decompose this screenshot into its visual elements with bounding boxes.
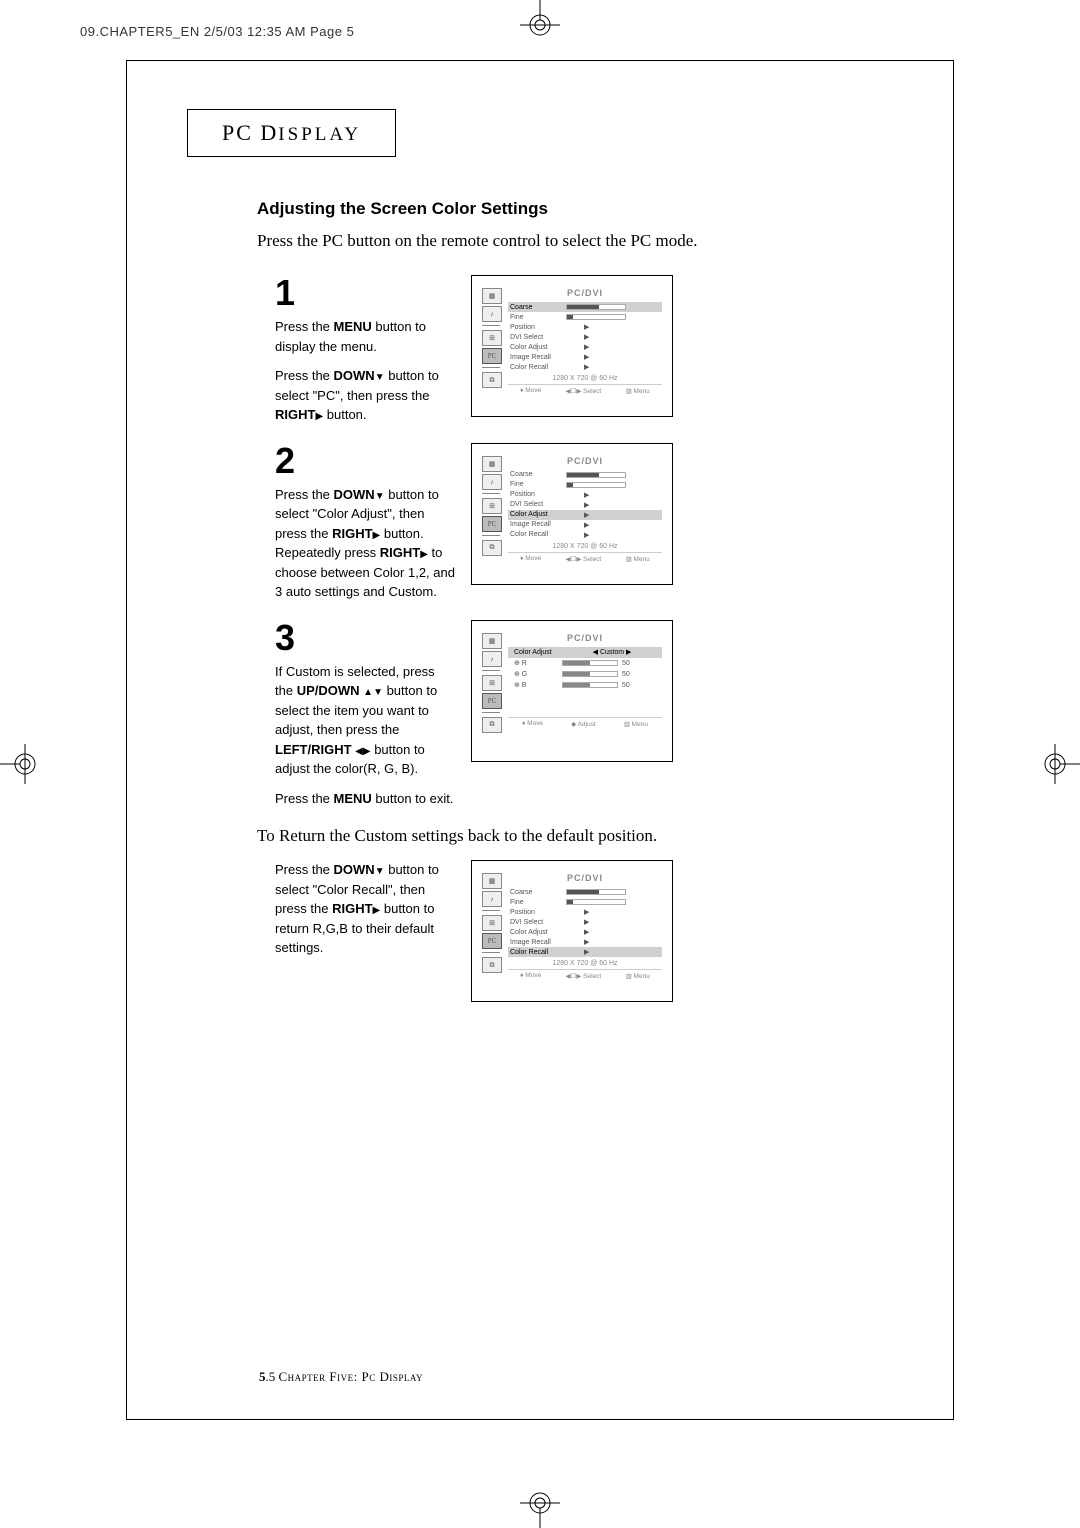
osd-tab-icon: ⊞ xyxy=(482,498,502,514)
step-body: Press the MENU button to display the men… xyxy=(275,317,455,425)
step-block: 1 Press the MENU button to display the m… xyxy=(257,275,893,425)
arrow-down-icon xyxy=(375,862,385,877)
osd-screenshot: ▦ ♪ ⊞ PC ⧉ PC/DVI CoarseFinePosition▶DVI… xyxy=(471,275,673,417)
crop-mark-icon xyxy=(0,739,50,789)
arrow-up-icon xyxy=(363,683,373,698)
osd-row: Color Adjust▶ xyxy=(508,342,662,352)
arrow-down-icon xyxy=(375,368,385,383)
section-title-rest: ISPLAY xyxy=(278,124,361,145)
osd-row: Coarse xyxy=(508,302,662,312)
step-body: If Custom is selected, press the UP/DOWN… xyxy=(275,662,455,809)
crop-mark-icon xyxy=(515,0,565,50)
arrow-right-icon xyxy=(315,407,323,422)
osd-tab-icon: ♪ xyxy=(482,651,502,667)
print-header: 09.CHAPTER5_EN 2/5/03 12:35 AM Page 5 xyxy=(80,24,354,39)
osd-row: ⊕ B50 xyxy=(508,680,662,691)
note-text: To Return the Custom settings back to th… xyxy=(257,826,893,846)
osd-row: Color Recall▶ xyxy=(508,947,662,957)
section-title-main: PC D xyxy=(222,120,278,145)
osd-row: DVI Select▶ xyxy=(508,332,662,342)
step-block: 2 Press the DOWN button to select "Color… xyxy=(257,443,893,602)
step-block: Press the DOWN button to select "Color R… xyxy=(257,860,893,1002)
osd-screenshot: ▦ ♪ ⊞ PC ⧉ PC/DVI Color Adjust◀ Custom ▶… xyxy=(471,620,673,762)
osd-row: Position▶ xyxy=(508,907,662,917)
step-number: 3 xyxy=(275,620,455,656)
osd-row: Color Adjust◀ Custom ▶ xyxy=(508,647,662,658)
step-body: Press the DOWN button to select "Color R… xyxy=(275,860,455,958)
osd-row: Color Recall▶ xyxy=(508,362,662,372)
osd-row: Position▶ xyxy=(508,490,662,500)
arrow-right-icon xyxy=(420,545,428,560)
osd-row: Image Recall▶ xyxy=(508,352,662,362)
arrow-down-icon xyxy=(373,683,383,698)
osd-row: Color Adjust▶ xyxy=(508,510,662,520)
crop-mark-icon xyxy=(1030,739,1080,789)
osd-tab-icon: ♪ xyxy=(482,474,502,490)
osd-footer: ♦ Move◆ Adjust▥ Menu xyxy=(508,717,662,728)
footer-chapter: Chapter Five: Pc Display xyxy=(279,1369,424,1384)
osd-resolution: 1280 X 720 @ 60 Hz xyxy=(508,960,662,967)
arrow-right-icon xyxy=(373,526,381,541)
osd-row: Color Recall▶ xyxy=(508,530,662,540)
osd-tab-icon: ⊞ xyxy=(482,675,502,691)
osd-row: Image Recall▶ xyxy=(508,520,662,530)
page-footer: 5.5 Chapter Five: Pc Display xyxy=(259,1369,423,1385)
section-title: PC DISPLAY xyxy=(222,120,361,145)
intro-text: Press the PC button on the remote contro… xyxy=(257,231,893,251)
osd-row: Coarse xyxy=(508,887,662,897)
osd-resolution: 1280 X 720 @ 60 Hz xyxy=(508,375,662,382)
osd-tab-icon: PC xyxy=(482,933,502,949)
osd-tab-icon: ⧉ xyxy=(482,372,502,388)
osd-tab-icon: ♪ xyxy=(482,306,502,322)
step-number: 2 xyxy=(275,443,455,479)
osd-row: ⊕ R50 xyxy=(508,658,662,669)
osd-row: Position▶ xyxy=(508,322,662,332)
osd-tab-icon: ▦ xyxy=(482,873,502,889)
osd-footer: ♦ Move◀☐▶ Select▥ Menu xyxy=(508,552,662,563)
osd-title: PC/DVI xyxy=(508,288,662,298)
section-title-box: PC DISPLAY xyxy=(187,109,396,157)
osd-row: Color Adjust▶ xyxy=(508,927,662,937)
osd-title: PC/DVI xyxy=(508,456,662,466)
osd-tab-icon: PC xyxy=(482,348,502,364)
osd-tab-icon: ⊞ xyxy=(482,915,502,931)
osd-row: Fine xyxy=(508,312,662,322)
subtitle: Adjusting the Screen Color Settings xyxy=(257,199,893,219)
osd-tab-icon: ⊞ xyxy=(482,330,502,346)
osd-screenshot: ▦ ♪ ⊞ PC ⧉ PC/DVI CoarseFinePosition▶DVI… xyxy=(471,443,673,585)
osd-tab-icon: ▦ xyxy=(482,633,502,649)
osd-tab-icon: PC xyxy=(482,693,502,709)
osd-tab-icon: ⧉ xyxy=(482,717,502,733)
osd-resolution: 1280 X 720 @ 60 Hz xyxy=(508,543,662,550)
page-frame: PC DISPLAY Adjusting the Screen Color Se… xyxy=(126,60,954,1420)
step-number: 1 xyxy=(275,275,455,311)
osd-tab-icon: ▦ xyxy=(482,456,502,472)
arrow-right-icon xyxy=(363,742,371,757)
osd-title: PC/DVI xyxy=(508,633,662,643)
osd-row: DVI Select▶ xyxy=(508,917,662,927)
osd-row: Coarse xyxy=(508,470,662,480)
osd-tab-icon: ⧉ xyxy=(482,957,502,973)
osd-tab-icon: PC xyxy=(482,516,502,532)
osd-tab-icon: ▦ xyxy=(482,288,502,304)
osd-row: ⊕ G50 xyxy=(508,669,662,680)
footer-page-minor: .5 xyxy=(266,1369,276,1384)
osd-footer: ♦ Move◀☐▶ Select▥ Menu xyxy=(508,969,662,980)
osd-screenshot: ▦ ♪ ⊞ PC ⧉ PC/DVI CoarseFinePosition▶DVI… xyxy=(471,860,673,1002)
osd-tab-icon: ⧉ xyxy=(482,540,502,556)
osd-row: DVI Select▶ xyxy=(508,500,662,510)
osd-footer: ♦ Move◀☐▶ Select▥ Menu xyxy=(508,384,662,395)
arrow-left-icon xyxy=(355,742,363,757)
arrow-down-icon xyxy=(375,487,385,502)
step-block: 3 If Custom is selected, press the UP/DO… xyxy=(257,620,893,809)
osd-tab-icon: ♪ xyxy=(482,891,502,907)
osd-row: Fine xyxy=(508,897,662,907)
crop-mark-icon xyxy=(515,1478,565,1528)
osd-row: Fine xyxy=(508,480,662,490)
osd-title: PC/DVI xyxy=(508,873,662,883)
arrow-right-icon xyxy=(373,901,381,916)
osd-row: Image Recall▶ xyxy=(508,937,662,947)
step-body: Press the DOWN button to select "Color A… xyxy=(275,485,455,602)
